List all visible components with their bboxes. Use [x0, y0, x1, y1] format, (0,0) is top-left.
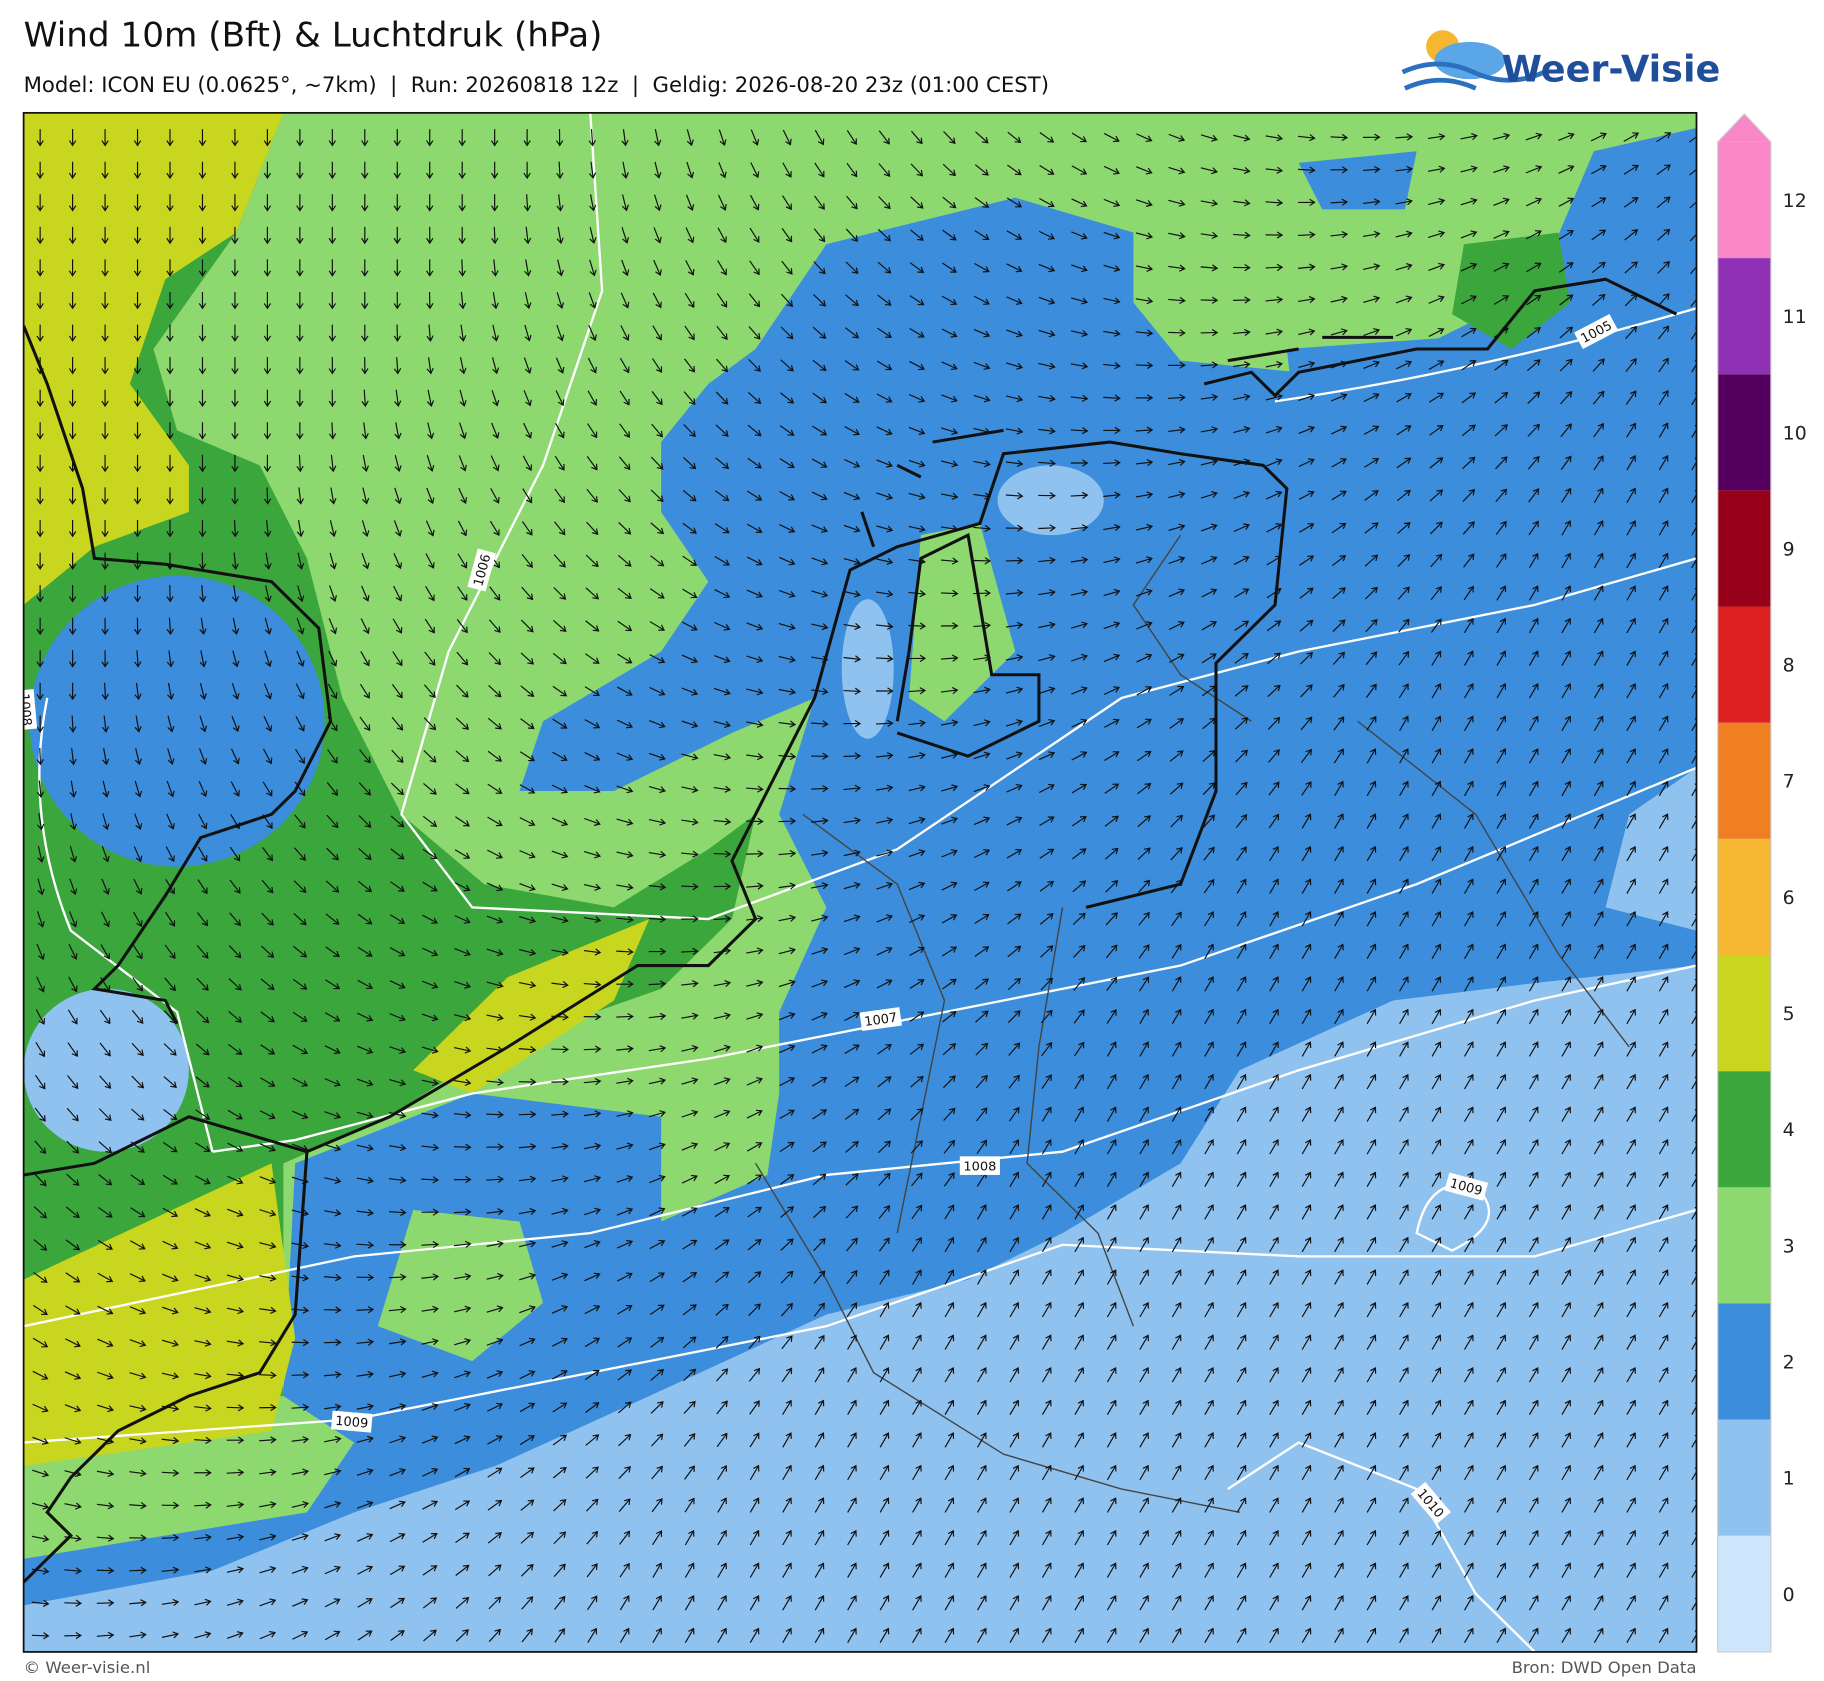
isobar-label-text: 1009: [335, 1414, 369, 1432]
colorbar-label: 8: [1783, 656, 1795, 677]
colorbar-swatch: [1717, 606, 1771, 723]
colorbar-swatch: [1717, 954, 1771, 1072]
isobar-label-bg: [23, 689, 38, 731]
colorbar-swatch: [1717, 1303, 1771, 1420]
isobar-label-bg: [467, 548, 496, 592]
colorbar-swatch: [1717, 722, 1771, 839]
isobar-label: 1008: [16, 689, 38, 731]
colorbar-label: 0: [1783, 1585, 1795, 1606]
footer-left: © Weer-visie.nl: [24, 1658, 151, 1677]
colorbar-label: 2: [1783, 1353, 1795, 1374]
isobar-label: 1007: [859, 1007, 902, 1032]
colorbar-swatch: [1717, 490, 1771, 607]
colorbar-label: 10: [1783, 423, 1807, 444]
colorbar-label: 5: [1783, 1004, 1795, 1025]
colorbar-extend: [1717, 114, 1771, 142]
colorbar-swatch: [1717, 141, 1771, 259]
colorbar-label: 11: [1783, 307, 1807, 328]
isobar-label-text: 1008: [16, 693, 34, 727]
colorbar-swatch: [1717, 838, 1771, 955]
isobar-label-bg: [330, 1410, 373, 1433]
isobar-label-bg: [1444, 1172, 1489, 1201]
colorbar-swatch: [1717, 1419, 1771, 1536]
isobar-label: 1006: [467, 548, 496, 592]
isobar-label-bg: [1410, 1481, 1452, 1525]
title: Wind 10m (Bft) & Luchtdruk (hPa): [24, 16, 603, 56]
logo: Weer-Visie: [1401, 30, 1721, 91]
colorbar-label: 3: [1783, 1236, 1795, 1257]
map-frame: [22, 111, 1698, 1653]
isobar-label-bg: [1573, 314, 1619, 350]
colorbar-label: 4: [1783, 1120, 1795, 1141]
subtitle: Model: ICON EU (0.0625°, ~7km) | Run: 20…: [24, 72, 1049, 98]
colorbar-swatch: [1717, 1071, 1771, 1188]
colorbar-label: 6: [1783, 888, 1795, 909]
colorbar-label: 12: [1783, 191, 1807, 212]
colorbar-frame: [1717, 113, 1772, 1653]
isobar-label: 1009: [330, 1410, 373, 1433]
colorbar-swatch: [1717, 1187, 1771, 1304]
isobar-label: 1008: [959, 1156, 1000, 1175]
colorbar-label: 7: [1783, 772, 1795, 793]
wind-arrows: [31, 129, 1697, 1644]
colorbar-label: 1: [1783, 1469, 1795, 1490]
isobar-label-bg: [859, 1007, 902, 1032]
wind-arrow: [31, 129, 1697, 1644]
isobar-label-bg: [959, 1156, 1000, 1175]
logo-text: Weer-Visie: [1502, 48, 1721, 91]
colorbar-swatch: [1717, 374, 1771, 491]
colorbar-swatch: [1717, 258, 1771, 375]
colorbar-label: 9: [1783, 540, 1795, 561]
isobar-label-text: 1007: [863, 1011, 898, 1030]
coastlines: [23, 277, 1678, 1584]
footer-right: Bron: DWD Open Data: [1512, 1658, 1697, 1677]
isobar-label-text: 1008: [963, 1159, 996, 1174]
isobar-label: 1009: [1444, 1172, 1489, 1201]
colorbar-swatch: [1717, 1535, 1771, 1652]
